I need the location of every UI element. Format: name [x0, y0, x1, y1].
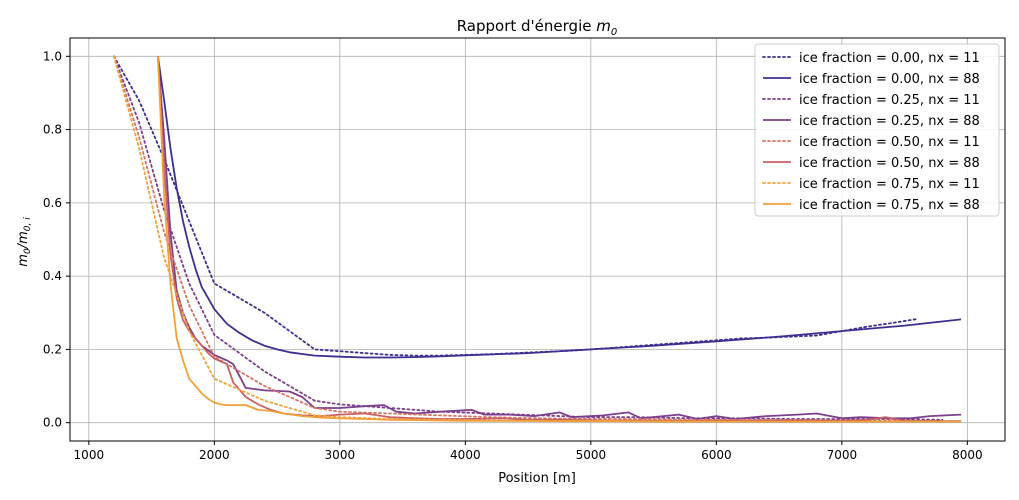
legend-label: ice fraction = 0.50, nx = 88	[799, 156, 980, 171]
legend-label: ice fraction = 0.75, nx = 88	[799, 198, 980, 213]
plot-series	[113, 55, 962, 423]
series-line-5	[113, 55, 944, 422]
plot-frame	[69, 37, 1006, 442]
legend-label: ice fraction = 0.50, nx = 11	[799, 135, 980, 150]
x-tick-label: 2000	[199, 448, 230, 462]
series-line-2	[157, 56, 962, 359]
title-math: m	[596, 17, 611, 35]
y-label-sep: /m	[16, 231, 31, 249]
y-tick-label: 0.2	[43, 342, 62, 356]
x-axis-label: Position [m]	[498, 471, 576, 486]
y-tick-label: 0.8	[43, 123, 62, 137]
y-tick-label: 0.0	[43, 416, 62, 430]
x-tick-label: 6000	[701, 448, 732, 462]
x-tick-label: 1000	[74, 448, 105, 462]
legend-label: ice fraction = 0.00, nx = 11	[799, 51, 980, 66]
legend-box	[754, 43, 1000, 217]
y-label-sub2: 0, i	[23, 217, 33, 231]
x-tick-label: 8000	[952, 448, 983, 462]
chart-title: Rapport d'énergie m0	[457, 17, 618, 38]
y-tick-label: 0.6	[43, 196, 62, 210]
legend-label: ice fraction = 0.25, nx = 88	[799, 114, 980, 129]
title-text: Rapport d'énergie	[457, 17, 592, 35]
y-label-main: m	[16, 254, 31, 267]
x-axis-ticks: 1000 2000 3000 4000 5000 6000 7000 8000	[74, 441, 983, 462]
x-tick-label: 3000	[325, 448, 356, 462]
y-axis-label: m0/m0, i	[16, 217, 33, 267]
legend-label: ice fraction = 0.25, nx = 11	[799, 93, 980, 108]
legend: ice fraction = 0.00, nx = 11 ice fraction…	[754, 43, 1000, 217]
title-math-sub: 0	[611, 27, 617, 38]
x-tick-label: 5000	[576, 448, 607, 462]
y-tick-label: 1.0	[43, 49, 62, 63]
x-tick-label: 4000	[450, 448, 481, 462]
series-line-3	[113, 55, 944, 421]
legend-label: ice fraction = 0.75, nx = 11	[799, 177, 980, 192]
legend-label: ice fraction = 0.00, nx = 88	[799, 72, 980, 87]
series-line-8	[157, 56, 962, 423]
y-label-sub1: 0	[23, 248, 33, 254]
y-tick-label: 0.4	[43, 269, 62, 283]
x-tick-label: 7000	[827, 448, 858, 462]
y-axis-ticks: 0.0 0.2 0.4 0.6 0.8 1.0	[43, 49, 70, 430]
